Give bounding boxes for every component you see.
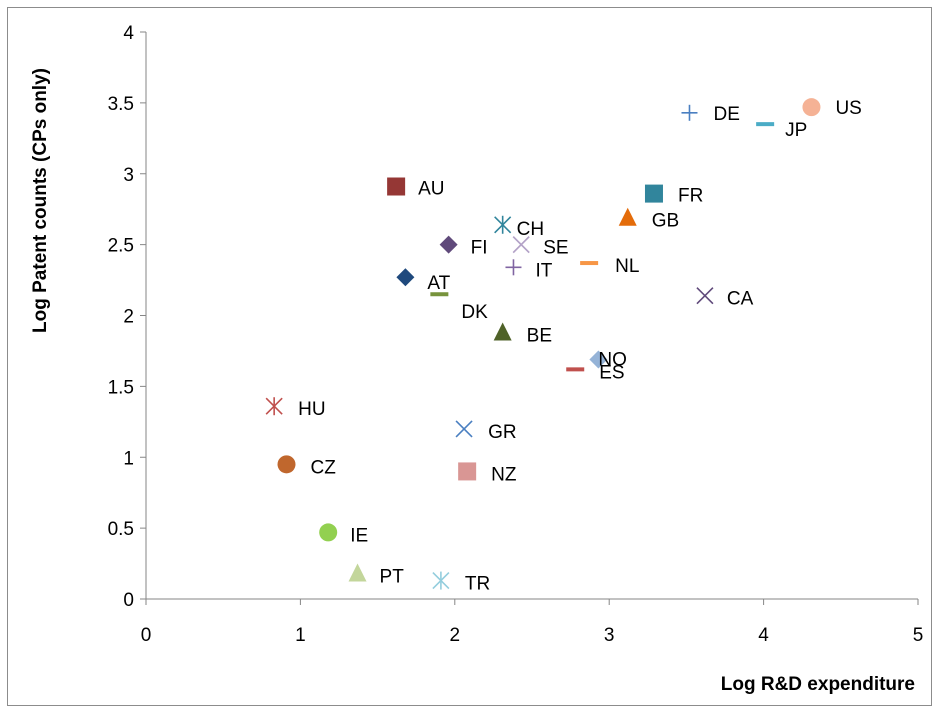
point-label: CZ bbox=[311, 457, 337, 478]
y-tick-label: 2.5 bbox=[108, 236, 134, 257]
x-tick-label: 5 bbox=[913, 625, 924, 646]
point-label: AU bbox=[418, 179, 444, 200]
point-es: ES bbox=[566, 362, 625, 383]
point-label: GB bbox=[652, 211, 679, 232]
point-label: IT bbox=[535, 260, 552, 281]
point-pt: PT bbox=[348, 563, 405, 587]
point-label: NO bbox=[598, 349, 627, 370]
point-label: NL bbox=[615, 256, 639, 277]
point-label: DE bbox=[713, 104, 739, 125]
point-cz: CZ bbox=[277, 455, 337, 478]
y-tick-label: 3.5 bbox=[108, 94, 134, 115]
point-label: DK bbox=[461, 302, 488, 323]
point-label: ES bbox=[599, 362, 624, 383]
point-nl: NL bbox=[580, 256, 639, 277]
point-label: GR bbox=[488, 422, 516, 443]
x-tick-label: 1 bbox=[295, 625, 306, 646]
point-fr: FR bbox=[644, 184, 703, 207]
y-tick-label: 3 bbox=[123, 165, 134, 186]
point-ca: CA bbox=[696, 287, 754, 310]
point-label: TR bbox=[465, 574, 490, 595]
x-tick-label: 0 bbox=[141, 625, 152, 646]
y-axis-title: Log Patent counts (CPs only) bbox=[30, 68, 51, 333]
point-label: FI bbox=[471, 238, 488, 259]
y-tick-label: 1 bbox=[123, 448, 134, 469]
point-label: IE bbox=[350, 525, 368, 546]
point-label: BE bbox=[527, 326, 552, 347]
point-gr: GR bbox=[455, 420, 517, 443]
y-tick-label: 0.5 bbox=[108, 519, 134, 540]
point-it: IT bbox=[505, 259, 553, 281]
point-ie: IE bbox=[319, 523, 368, 546]
y-tick-label: 1.5 bbox=[108, 377, 134, 398]
point-label: AT bbox=[427, 273, 450, 294]
point-se: SE bbox=[512, 236, 569, 259]
point-label: NZ bbox=[491, 464, 517, 485]
y-tick-label: 0 bbox=[123, 590, 134, 611]
axis-ticks: 0 1 2 3 4 5 0 0.5 1 1.5 2 2.5 3 3.5 4 bbox=[108, 23, 924, 646]
point-tr: TR bbox=[432, 571, 490, 595]
point-no: NO bbox=[589, 349, 627, 370]
y-tick-label: 4 bbox=[123, 23, 134, 44]
point-label: SE bbox=[543, 238, 568, 259]
point-gb: GB bbox=[618, 207, 679, 232]
point-label: CH bbox=[517, 219, 544, 240]
point-be: BE bbox=[493, 322, 552, 347]
point-fi: FI bbox=[439, 235, 488, 259]
point-dk: DK bbox=[430, 292, 488, 323]
point-hu: HU bbox=[265, 397, 326, 420]
point-us: US bbox=[802, 98, 862, 119]
point-at: AT bbox=[396, 268, 451, 294]
x-tick-label: 3 bbox=[604, 625, 615, 646]
point-label: PT bbox=[380, 566, 405, 587]
point-jp: JP bbox=[756, 120, 807, 141]
chart-area bbox=[7, 7, 932, 706]
x-tick-label: 2 bbox=[450, 625, 461, 646]
x-tick-label: 4 bbox=[758, 625, 769, 646]
y-tick-label: 2 bbox=[123, 307, 134, 328]
point-label: US bbox=[835, 98, 861, 119]
point-ch: CH bbox=[494, 215, 544, 240]
x-axis-title: Log R&D expenditure bbox=[721, 674, 915, 695]
point-label: HU bbox=[298, 399, 325, 420]
point-nz: NZ bbox=[458, 462, 517, 485]
point-au: AU bbox=[387, 177, 445, 200]
point-label: FR bbox=[678, 186, 703, 207]
point-label: JP bbox=[785, 120, 807, 141]
point-label: CA bbox=[727, 289, 754, 310]
point-de: DE bbox=[681, 104, 740, 125]
